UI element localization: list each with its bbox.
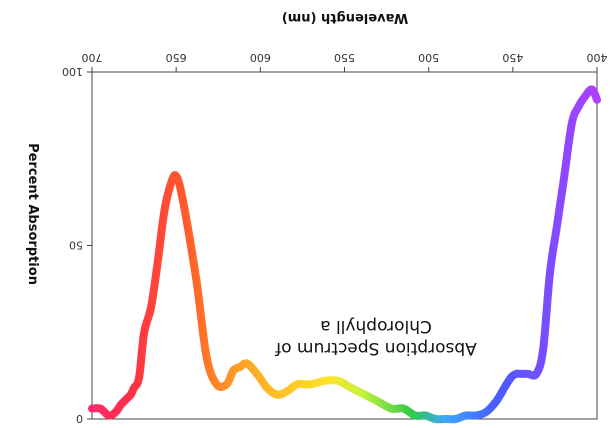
y-tick-label: 50 <box>69 239 83 252</box>
y-tick-label: 0 <box>76 412 83 425</box>
x-tick-label: 650 <box>166 51 187 64</box>
annotation-line-2: Chlorophyll a <box>320 316 432 336</box>
x-axis-title: Wavelength (nm) <box>282 10 408 25</box>
annotation-line-1: Absorption Spectrum of <box>274 338 477 358</box>
x-tick-label: 600 <box>250 51 271 64</box>
x-tick-label: 450 <box>502 51 523 64</box>
absorption-curve <box>88 85 601 424</box>
y-tick-label: 100 <box>62 65 83 78</box>
x-tick-label: 400 <box>587 51 608 64</box>
plot-frame <box>91 71 598 420</box>
x-tick-label: 550 <box>334 51 355 64</box>
x-tick-label: 500 <box>418 51 439 64</box>
x-axis-ticks: 400 450 500 550 600 650 700 <box>82 51 608 72</box>
y-axis-title: Percent Absorption <box>25 143 40 285</box>
x-tick-label: 700 <box>82 51 103 64</box>
y-axis-ticks: 0 50 100 <box>62 65 92 425</box>
